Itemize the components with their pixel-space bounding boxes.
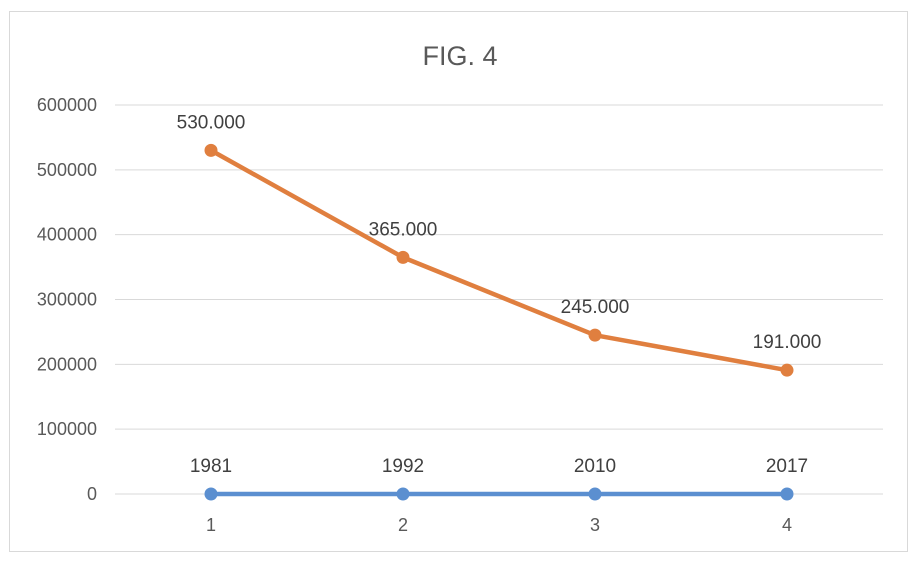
x-tick-label: 2 [398, 515, 408, 535]
data-label: 2017 [766, 456, 808, 477]
x-tick-label: 4 [782, 515, 792, 535]
data-label: 2010 [574, 456, 616, 477]
x-tick-label: 3 [590, 515, 600, 535]
data-point [588, 487, 602, 501]
data-point [396, 487, 410, 501]
data-point [204, 487, 218, 501]
data-label: 1992 [382, 456, 424, 477]
data-point [780, 363, 794, 377]
data-point [780, 487, 794, 501]
series-group [204, 143, 794, 501]
x-tick-label: 1 [206, 515, 216, 535]
chart-title: FIG. 4 [422, 41, 497, 71]
y-tick-label: 200000 [37, 354, 97, 374]
data-label: 191.000 [753, 332, 822, 353]
x-axis-tick-labels: 1 2 3 4 [206, 515, 792, 535]
y-tick-label: 400000 [37, 225, 97, 245]
data-point [588, 328, 602, 342]
y-tick-label: 500000 [37, 160, 97, 180]
y-tick-label: 100000 [37, 419, 97, 439]
y-tick-label: 600000 [37, 95, 97, 115]
data-point [204, 143, 218, 157]
data-label: 1981 [190, 456, 232, 477]
y-tick-label: 300000 [37, 290, 97, 310]
data-labels-group: 1981 1992 2010 2017 530.000 365.000 245.000 191… [177, 112, 822, 477]
data-label: 365.000 [369, 219, 438, 240]
series-line [208, 148, 790, 373]
y-axis-tick-labels: 0 100000 200000 300000 400000 500000 600000 [37, 95, 97, 504]
data-label: 530.000 [177, 112, 246, 133]
data-label: 245.000 [561, 297, 630, 318]
y-tick-label: 0 [87, 484, 97, 504]
data-point [396, 250, 410, 264]
